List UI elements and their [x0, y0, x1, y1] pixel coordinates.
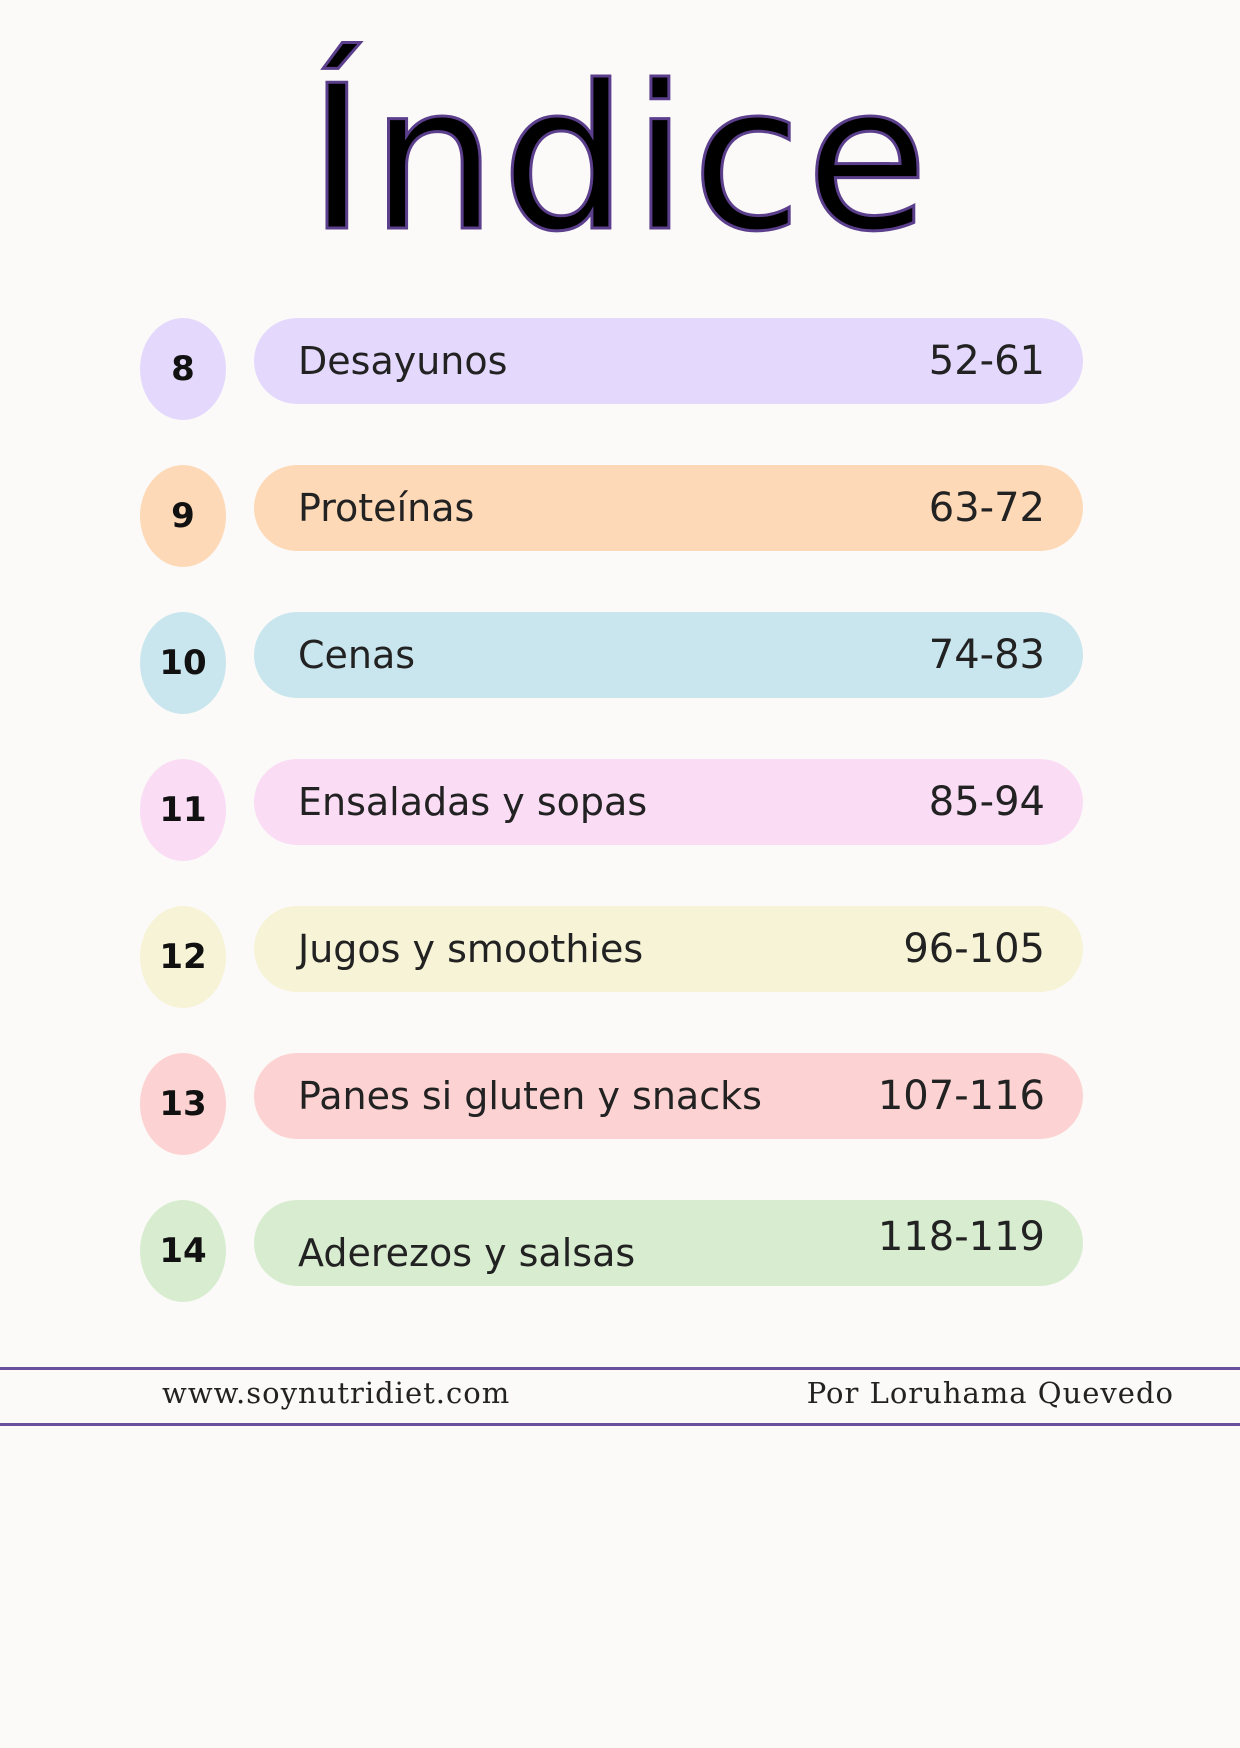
page-title: Índice: [306, 42, 933, 278]
chapter-page-range: 63-72: [928, 485, 1045, 531]
chapter-bar: Jugos y smoothies 96-105: [254, 906, 1083, 992]
chapter-title: Panes si gluten y snacks: [298, 1074, 762, 1118]
chapter-title: Cenas: [298, 633, 416, 677]
chapter-page-range: 52-61: [928, 338, 1045, 384]
chapter-page-range: 96-105: [903, 926, 1045, 972]
footer-bottom-rule: [0, 1423, 1240, 1426]
footer-top-rule: [0, 1367, 1240, 1370]
index-entry-jugos[interactable]: 12 Jugos y smoothies 96-105: [0, 906, 1240, 1016]
chapter-title: Proteínas: [298, 486, 475, 530]
chapter-bar: Panes si gluten y snacks 107-116: [254, 1053, 1083, 1139]
chapter-number-badge: 8: [140, 318, 226, 420]
index-entry-proteinas[interactable]: 9 Proteínas 63-72: [0, 465, 1240, 575]
index-entry-panes[interactable]: 13 Panes si gluten y snacks 107-116: [0, 1053, 1240, 1163]
chapter-bar: Desayunos 52-61: [254, 318, 1083, 404]
chapter-bar: Proteínas 63-72: [254, 465, 1083, 551]
chapter-number-badge: 10: [140, 612, 226, 714]
index-entry-aderezos[interactable]: 14 Aderezos y salsas 118-119: [0, 1200, 1240, 1310]
chapter-title: Ensaladas y sopas: [298, 780, 648, 824]
chapter-page-range: 107-116: [877, 1073, 1045, 1119]
footer-author: Por Loruhama Quevedo: [806, 1376, 1174, 1410]
chapter-bar: Ensaladas y sopas 85-94: [254, 759, 1083, 845]
index-entry-desayunos[interactable]: 8 Desayunos 52-61: [0, 318, 1240, 428]
chapter-number-badge: 14: [140, 1200, 226, 1302]
chapter-number-badge: 12: [140, 906, 226, 1008]
chapter-title: Desayunos: [298, 339, 508, 383]
chapter-number-badge: 13: [140, 1053, 226, 1155]
index-entry-ensaladas[interactable]: 11 Ensaladas y sopas 85-94: [0, 759, 1240, 869]
chapter-page-range: 74-83: [928, 632, 1045, 678]
footer-website-link[interactable]: www.soynutridiet.com: [162, 1376, 511, 1410]
chapter-title: Jugos y smoothies: [298, 927, 644, 971]
index-entry-cenas[interactable]: 10 Cenas 74-83: [0, 612, 1240, 722]
chapter-bar: Cenas 74-83: [254, 612, 1083, 698]
chapter-number-badge: 11: [140, 759, 226, 861]
chapter-page-range: 118-119: [877, 1214, 1045, 1260]
chapter-number-badge: 9: [140, 465, 226, 567]
chapter-page-range: 85-94: [928, 779, 1045, 825]
chapter-bar: Aderezos y salsas 118-119: [254, 1200, 1083, 1286]
chapter-title: Aderezos y salsas: [298, 1231, 636, 1275]
